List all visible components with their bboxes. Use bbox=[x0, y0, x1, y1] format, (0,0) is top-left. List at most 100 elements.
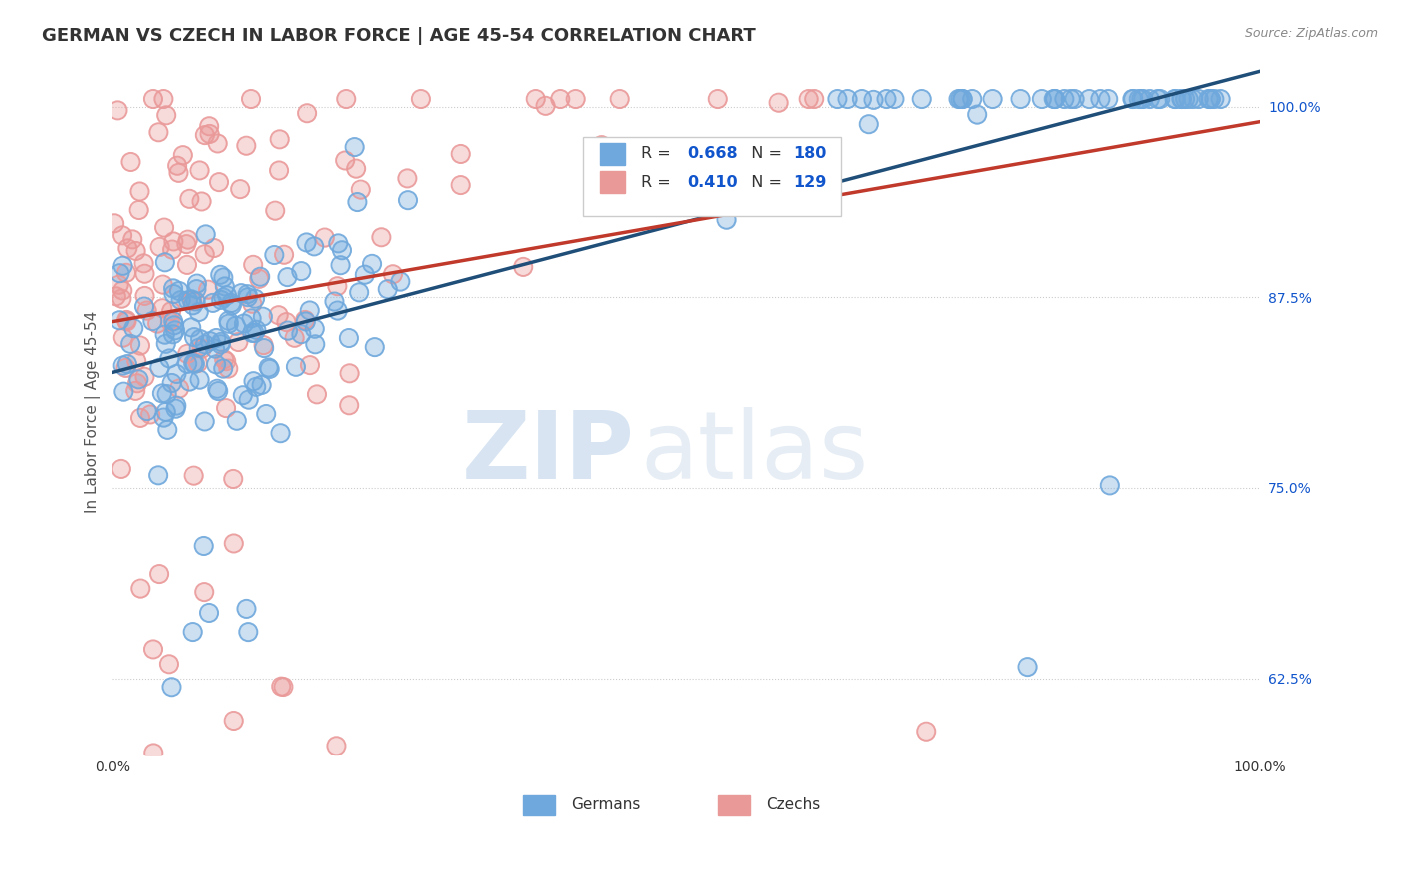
Point bbox=[198, 127, 221, 141]
Point bbox=[512, 260, 534, 274]
Point bbox=[1198, 92, 1220, 106]
Point bbox=[107, 103, 129, 118]
Point bbox=[114, 360, 136, 375]
Point bbox=[264, 203, 287, 218]
Point bbox=[335, 92, 357, 106]
Point bbox=[155, 108, 177, 122]
Point bbox=[302, 239, 325, 253]
Point bbox=[273, 248, 295, 262]
Point bbox=[911, 92, 934, 106]
Point bbox=[149, 240, 172, 254]
Point bbox=[160, 304, 183, 318]
Point bbox=[290, 327, 312, 342]
Point bbox=[181, 298, 204, 312]
Point bbox=[129, 411, 152, 425]
Point bbox=[1182, 92, 1205, 106]
Point bbox=[150, 386, 173, 401]
Point bbox=[330, 244, 353, 258]
Point bbox=[1139, 92, 1161, 106]
Point bbox=[242, 374, 264, 388]
Point bbox=[150, 386, 173, 401]
Point bbox=[148, 360, 170, 375]
Point bbox=[1122, 92, 1144, 106]
Point bbox=[132, 300, 155, 314]
Point bbox=[1146, 92, 1168, 106]
Point bbox=[238, 625, 260, 640]
Point bbox=[1017, 660, 1039, 674]
Point bbox=[243, 326, 266, 340]
Point bbox=[157, 657, 180, 672]
Point bbox=[305, 387, 328, 401]
Point bbox=[163, 318, 186, 333]
Point bbox=[180, 293, 202, 307]
Point bbox=[245, 323, 267, 337]
Point bbox=[450, 178, 472, 192]
Point bbox=[228, 334, 250, 349]
Point bbox=[162, 327, 184, 342]
Point bbox=[165, 401, 187, 416]
Point bbox=[243, 292, 266, 306]
Point bbox=[337, 398, 360, 412]
Point bbox=[329, 258, 352, 272]
Point bbox=[236, 287, 259, 301]
Point bbox=[108, 266, 131, 280]
Point bbox=[314, 230, 336, 244]
Point bbox=[304, 322, 326, 336]
Point bbox=[948, 92, 970, 106]
Point bbox=[344, 161, 367, 176]
Point bbox=[115, 313, 138, 327]
Point bbox=[276, 270, 298, 285]
Point bbox=[326, 279, 349, 293]
Point bbox=[132, 300, 155, 314]
Point bbox=[160, 304, 183, 318]
Point bbox=[883, 92, 905, 106]
Point bbox=[236, 287, 259, 301]
Point bbox=[377, 282, 399, 296]
Point bbox=[134, 369, 156, 384]
Point bbox=[187, 356, 209, 370]
Point bbox=[176, 357, 198, 371]
Point bbox=[205, 382, 228, 396]
Point bbox=[524, 92, 547, 106]
Point bbox=[198, 120, 221, 134]
Point bbox=[221, 298, 243, 312]
Point bbox=[217, 314, 239, 328]
Point bbox=[333, 153, 356, 168]
Point bbox=[127, 372, 149, 386]
Point bbox=[298, 303, 321, 318]
Point bbox=[134, 289, 156, 303]
Point bbox=[152, 92, 174, 106]
Point bbox=[222, 536, 245, 550]
Point bbox=[966, 107, 988, 121]
Point bbox=[915, 724, 938, 739]
Point bbox=[361, 257, 384, 271]
Point bbox=[911, 92, 934, 106]
Point bbox=[225, 318, 247, 333]
Point bbox=[707, 92, 730, 106]
Point bbox=[198, 334, 221, 348]
Point bbox=[876, 92, 898, 106]
Point bbox=[591, 138, 613, 153]
Point bbox=[214, 279, 236, 293]
Point bbox=[323, 294, 346, 309]
Point bbox=[259, 362, 281, 376]
Point bbox=[333, 153, 356, 168]
Point bbox=[128, 185, 150, 199]
Point bbox=[238, 625, 260, 640]
Point bbox=[217, 361, 239, 376]
Point bbox=[150, 301, 173, 316]
Point bbox=[204, 342, 226, 356]
Point bbox=[1121, 92, 1143, 106]
Point bbox=[188, 332, 211, 346]
Point bbox=[169, 293, 191, 307]
Point bbox=[264, 203, 287, 218]
Point bbox=[107, 277, 129, 292]
Point bbox=[242, 258, 264, 272]
Point bbox=[146, 468, 169, 483]
Point bbox=[115, 266, 138, 280]
Point bbox=[450, 147, 472, 161]
Point bbox=[190, 342, 212, 356]
Point bbox=[252, 338, 274, 352]
Point bbox=[346, 195, 368, 210]
Point bbox=[160, 680, 183, 694]
